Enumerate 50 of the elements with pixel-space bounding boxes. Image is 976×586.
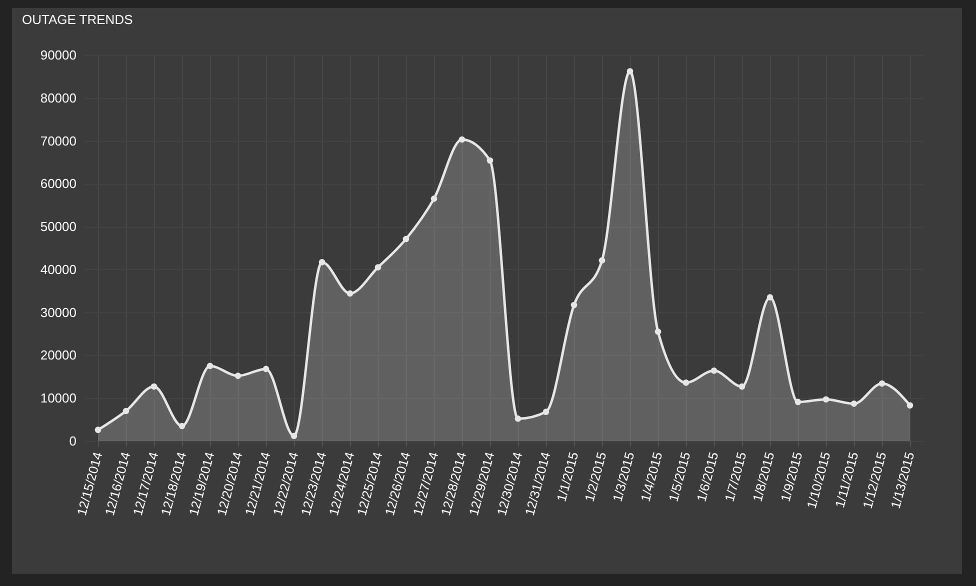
point xyxy=(626,68,634,74)
point xyxy=(850,400,858,407)
point xyxy=(178,422,186,430)
point xyxy=(794,398,802,406)
x-tick-label: 1/8/2015 xyxy=(750,450,778,504)
point xyxy=(906,402,914,409)
point xyxy=(654,328,662,335)
y-tick-label: 60000 xyxy=(40,176,76,192)
point xyxy=(542,408,550,415)
point xyxy=(710,368,718,374)
x-tick-label: 1/2/2015 xyxy=(582,450,610,504)
point xyxy=(262,366,270,372)
x-tick-label: 1/3/2015 xyxy=(610,450,638,504)
y-tick-label: 40000 xyxy=(40,262,76,277)
point xyxy=(374,264,382,270)
point xyxy=(122,408,130,414)
point xyxy=(682,380,690,386)
point xyxy=(94,426,102,434)
point xyxy=(318,259,326,266)
y-tick-label: 50000 xyxy=(40,219,76,234)
point xyxy=(514,416,522,422)
y-tick-label: 70000 xyxy=(40,133,76,148)
x-tick-label: 1/1/2015 xyxy=(554,450,582,504)
point xyxy=(430,196,438,202)
point xyxy=(458,136,466,143)
x-tick-label: 1/7/2015 xyxy=(722,450,750,504)
y-tick-label: 10000 xyxy=(40,390,76,406)
x-tick-label: 1/9/2015 xyxy=(778,450,806,504)
point xyxy=(822,396,830,403)
point xyxy=(234,372,242,379)
x-tick-label: 1/6/2015 xyxy=(694,450,722,504)
point xyxy=(570,302,578,308)
point xyxy=(150,383,158,390)
point xyxy=(206,362,214,370)
point xyxy=(878,380,886,387)
y-tick-label: 80000 xyxy=(40,90,76,106)
point xyxy=(766,294,774,300)
y-tick-label: 20000 xyxy=(40,348,76,363)
x-tick-label: 1/4/2015 xyxy=(638,450,666,504)
point xyxy=(346,290,354,297)
chart-title: OUTAGE TRENDS xyxy=(22,12,134,27)
point xyxy=(738,383,746,390)
x-tick-label: 1/5/2015 xyxy=(666,450,694,504)
point xyxy=(402,236,410,242)
point xyxy=(486,157,494,164)
y-tick-label: 90000 xyxy=(40,48,76,62)
point xyxy=(598,257,606,264)
y-tick-label: 0 xyxy=(69,434,76,448)
y-tick-label: 30000 xyxy=(40,304,76,320)
point xyxy=(290,432,298,440)
